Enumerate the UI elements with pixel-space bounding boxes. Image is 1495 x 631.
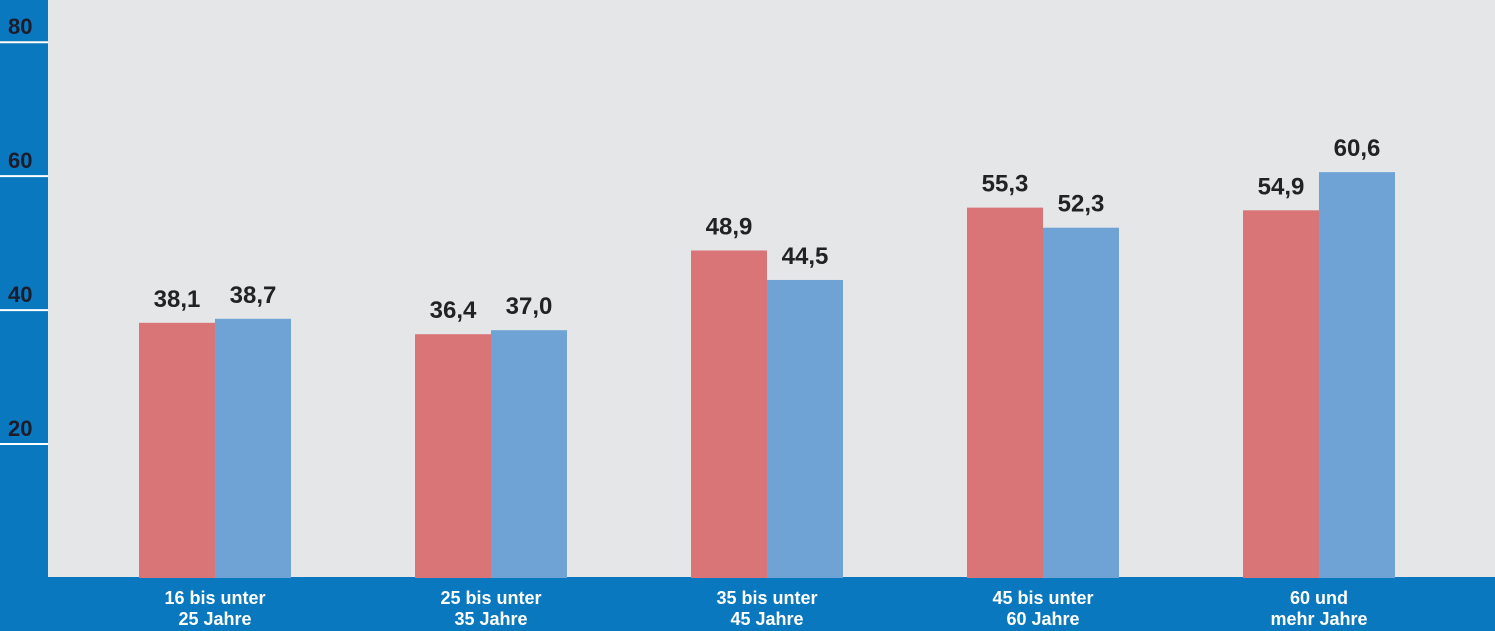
value-label: 48,9 — [706, 213, 753, 240]
x-axis-band — [0, 577, 1495, 631]
value-label: 36,4 — [430, 297, 477, 324]
value-label: 60,6 — [1334, 135, 1381, 162]
y-axis-band — [0, 0, 48, 631]
bar — [215, 318, 291, 578]
y-tick-label: 20 — [8, 416, 32, 441]
x-tick-label: 35 bis unter 45 Jahre — [716, 588, 818, 629]
bar — [139, 322, 215, 578]
y-tick-label: 80 — [8, 14, 32, 39]
x-tick-label: 45 bis unter 60 Jahre — [992, 588, 1094, 629]
bar — [415, 334, 491, 578]
x-tick-label: 16 bis unter 25 Jahre — [164, 588, 266, 629]
bar — [1243, 210, 1319, 578]
bar — [967, 207, 1043, 578]
bar — [691, 250, 767, 578]
x-tick-label: 60 und mehr Jahre — [1270, 588, 1368, 629]
value-label: 54,9 — [1258, 173, 1305, 200]
y-tick-label: 60 — [8, 148, 32, 173]
value-label: 44,5 — [782, 243, 829, 270]
bar — [491, 330, 567, 578]
value-label: 38,1 — [154, 286, 201, 313]
value-label: 52,3 — [1058, 191, 1105, 218]
value-label: 55,3 — [982, 171, 1029, 198]
bar — [767, 279, 843, 578]
value-label: 37,0 — [506, 293, 553, 320]
y-tick-label: 40 — [8, 282, 32, 307]
value-label: 38,7 — [230, 282, 277, 309]
bar — [1043, 227, 1119, 578]
x-tick-label: 25 bis unter 35 Jahre — [440, 588, 542, 629]
bar — [1319, 172, 1395, 579]
